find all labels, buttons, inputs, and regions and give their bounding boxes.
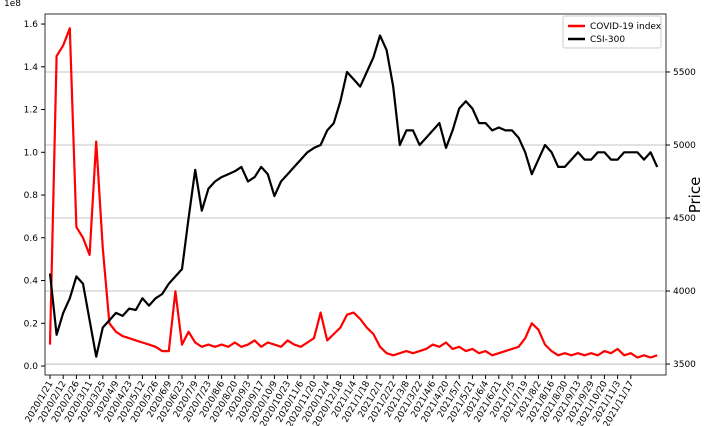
y-tick-label: 0.0 xyxy=(24,362,39,372)
y2-tick-label: 5500 xyxy=(673,68,696,78)
series-line xyxy=(48,27,658,359)
y-tick-label: 1.4 xyxy=(24,63,39,73)
y-tick-label: 1.6 xyxy=(24,20,39,30)
legend-label: CSI-300 xyxy=(590,35,625,45)
series-line xyxy=(48,34,659,358)
legend: COVID-19 index CSI-300 xyxy=(562,15,662,49)
y-tick-label: 0.6 xyxy=(24,234,39,244)
y-tick-label: 0.4 xyxy=(24,277,39,287)
y2-axis-label: Price xyxy=(686,177,704,214)
legend-label: COVID-19 index xyxy=(590,22,662,32)
y-tick-label: 0.2 xyxy=(24,319,38,329)
y-tick-label: 1.0 xyxy=(24,148,39,158)
y-tick-label: 1.2 xyxy=(24,106,38,116)
y2-tick-label: 5000 xyxy=(673,141,696,151)
y2-tick-label: 4500 xyxy=(673,214,696,224)
y-tick-label: 0.8 xyxy=(24,191,39,201)
y-offset-label: 1e8 xyxy=(4,0,21,9)
legend-box xyxy=(562,15,662,49)
plot-frame xyxy=(44,13,667,376)
y2-tick-label: 4000 xyxy=(673,287,696,297)
y2-tick-label: 3500 xyxy=(673,360,696,370)
